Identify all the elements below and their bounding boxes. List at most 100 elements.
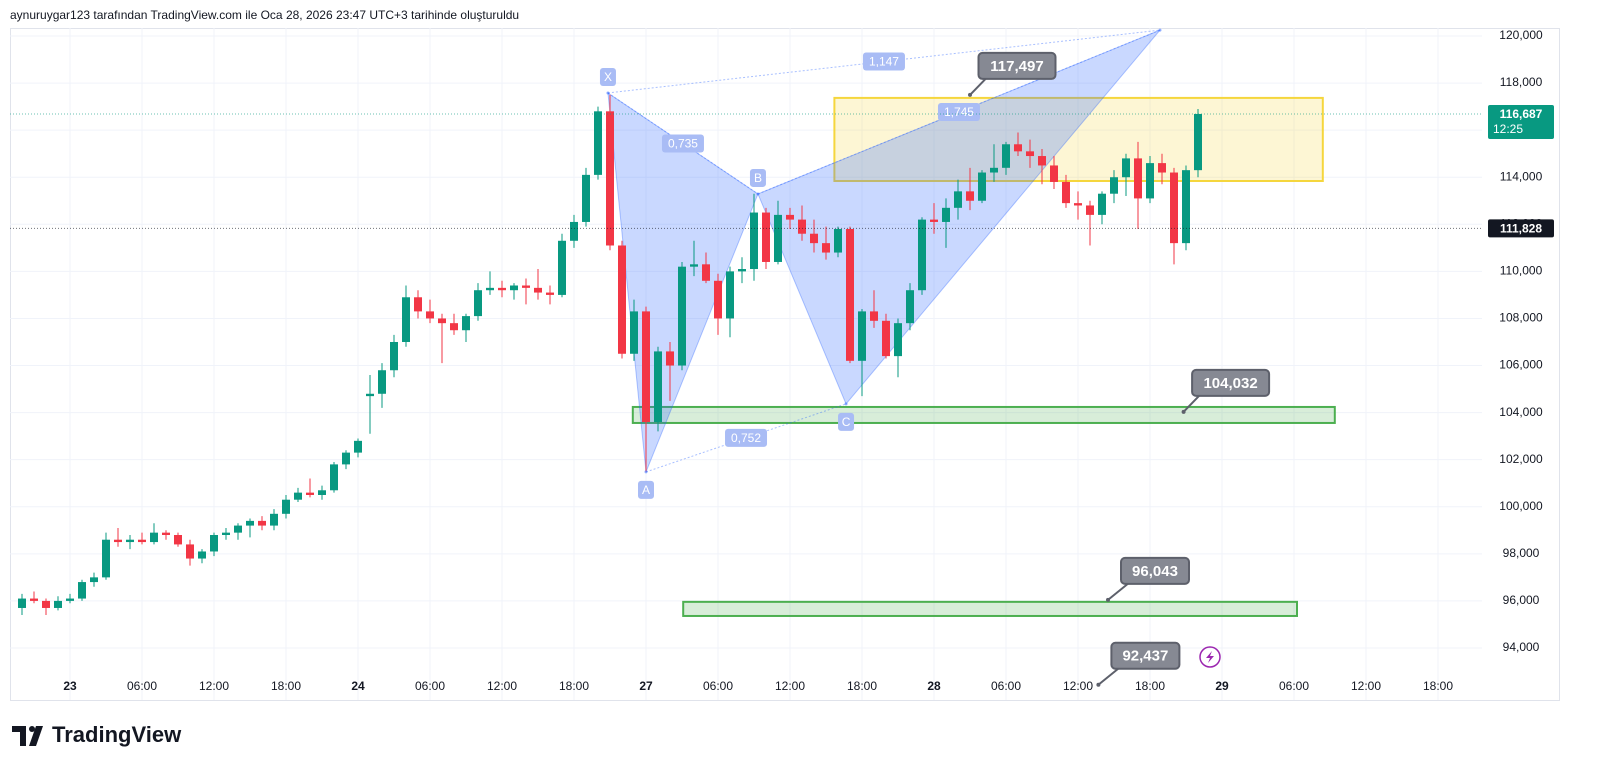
candle-body <box>558 240 566 295</box>
x-tick-label: 18:00 <box>1135 679 1165 693</box>
x-tick-label: 06:00 <box>415 679 445 693</box>
candle-body <box>138 539 146 543</box>
candle-body <box>1086 205 1094 215</box>
ratio-label-box <box>937 103 980 122</box>
axes: 94,000 96,000 98,000 100,000 102,000 104,000 1… <box>63 28 1554 693</box>
callout-point <box>1181 409 1186 414</box>
candle-body <box>258 520 266 526</box>
callout-point <box>1106 597 1110 602</box>
candle-body <box>1170 172 1178 244</box>
candle-body <box>342 452 350 465</box>
candle-body <box>822 243 830 253</box>
candle-body <box>846 229 854 361</box>
candle-body <box>774 214 782 262</box>
ratio-label: 1,147 <box>869 55 899 69</box>
candle-body <box>918 219 926 291</box>
chart-frame <box>10 28 1560 701</box>
pattern-point <box>844 402 848 406</box>
x-tick-label: 06:00 <box>703 679 733 693</box>
ratio-label-box <box>862 52 905 71</box>
candle-body <box>522 285 530 288</box>
candle-body <box>234 525 242 533</box>
candle-body <box>246 520 254 526</box>
candle-body <box>510 285 518 291</box>
pattern-label: A <box>642 483 650 497</box>
candle-body <box>1050 165 1058 182</box>
pattern-bcd <box>757 29 1161 405</box>
pattern-label: C <box>842 415 851 429</box>
callout-pointer <box>1107 582 1130 601</box>
candle-body <box>426 311 434 319</box>
candle-body <box>1038 156 1046 166</box>
candle-body <box>870 311 878 321</box>
pattern-label-box <box>749 168 766 187</box>
lightning-icon[interactable] <box>1199 646 1221 668</box>
pattern-point <box>644 470 648 474</box>
callout-label: 104,032 <box>1203 375 1257 392</box>
y-tick-label: 120,000 <box>1499 28 1543 42</box>
candle-body <box>1182 170 1190 244</box>
candle-body <box>294 492 302 500</box>
candle-body <box>66 598 74 601</box>
x-tick-label: 18:00 <box>559 679 589 693</box>
candle-body <box>414 297 422 312</box>
candle-body <box>90 577 98 583</box>
x-tick-label: 28 <box>927 679 941 693</box>
candle-body <box>966 191 974 201</box>
candle-body <box>366 393 374 397</box>
brand-logo[interactable]: TradingView <box>12 722 182 747</box>
candle-body <box>942 207 950 222</box>
y-tick-label: 94,000 <box>1503 640 1540 654</box>
candle-body <box>354 440 362 453</box>
plot-area: X A B C 1,147 0,735 1,745 0,752 <box>10 28 1482 617</box>
callout-point <box>1096 682 1101 687</box>
candle-body <box>498 287 506 291</box>
x-tick-label: 24 <box>351 679 365 693</box>
candle-body <box>702 264 710 281</box>
candle-body <box>30 598 38 601</box>
candle-body <box>546 292 554 295</box>
pattern-label-box <box>838 412 855 431</box>
zone <box>631 405 1336 424</box>
x-tick-label: 23 <box>63 679 77 693</box>
candle-body <box>18 598 26 608</box>
candle-body <box>438 318 446 324</box>
y-tick-label: 108,000 <box>1499 311 1543 325</box>
callout-box <box>1120 556 1190 585</box>
candle-body <box>954 191 962 208</box>
x-tick-label: 12:00 <box>487 679 517 693</box>
candle-body <box>450 323 458 331</box>
candle-body <box>642 311 650 423</box>
zone <box>682 600 1298 617</box>
ratio-label: 0,752 <box>731 431 761 445</box>
pattern-label-box <box>599 67 616 86</box>
price-line-label: 116,687 <box>1500 107 1543 121</box>
x-tick-label: 06:00 <box>991 679 1021 693</box>
callout-box <box>1110 641 1181 670</box>
pattern-label: X <box>604 70 612 84</box>
pattern-label-box <box>638 480 654 499</box>
grid <box>10 28 1482 700</box>
y-tick-label: 104,000 <box>1499 405 1543 419</box>
callout-label: 92,437 <box>1122 648 1168 665</box>
candle-body <box>810 233 818 244</box>
x-tick-label: 18:00 <box>271 679 301 693</box>
candle-body <box>786 214 794 220</box>
price-line-box <box>1488 219 1554 238</box>
candle-body <box>630 311 638 354</box>
candle-body <box>666 351 674 366</box>
x-tick-label: 12:00 <box>1351 679 1381 693</box>
candle-body <box>798 219 806 234</box>
pattern-point <box>756 192 760 196</box>
y-tick-label: 102,000 <box>1499 452 1543 466</box>
candle-body <box>78 582 86 599</box>
pattern-point <box>1158 28 1162 32</box>
candle-body <box>858 311 866 361</box>
price-line-countdown: 12:25 <box>1493 122 1523 136</box>
candle-body <box>486 287 494 291</box>
ratio-label: 1,745 <box>944 105 974 119</box>
candle-body <box>390 341 398 371</box>
candle-body <box>906 290 914 324</box>
